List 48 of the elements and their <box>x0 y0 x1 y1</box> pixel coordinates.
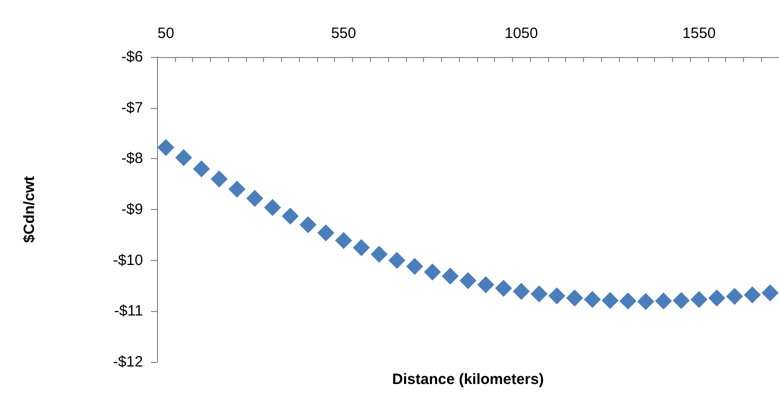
point <box>335 232 352 250</box>
point <box>175 149 192 166</box>
y-tick-label: -$6 <box>121 48 143 66</box>
point <box>282 208 299 225</box>
point <box>690 290 708 308</box>
y-tick-label: -$10 <box>112 252 143 269</box>
y-tick-label: -$7 <box>121 99 143 116</box>
point <box>388 252 406 269</box>
point <box>495 280 512 297</box>
point <box>406 258 424 275</box>
point <box>352 239 370 256</box>
point <box>300 216 317 234</box>
point <box>460 272 476 290</box>
x-tick-label: 1050 <box>504 25 538 42</box>
point <box>726 288 744 305</box>
point <box>744 286 761 304</box>
y-axis-title: $Cdn/cwt <box>21 176 38 243</box>
point <box>246 190 264 207</box>
point <box>619 292 636 310</box>
x-tick-label: 1550 <box>682 25 716 42</box>
x-tick-label: 550 <box>331 25 356 42</box>
point <box>654 292 672 310</box>
x-axis-title: Distance (kilometers) <box>392 371 544 388</box>
point <box>264 198 282 216</box>
point <box>637 293 654 310</box>
point <box>228 180 246 198</box>
point <box>424 264 441 281</box>
y-tick-label: -$11 <box>114 302 143 320</box>
point <box>548 287 566 304</box>
point <box>317 224 334 242</box>
point <box>442 268 459 285</box>
point <box>530 285 548 302</box>
point <box>762 284 779 302</box>
point <box>672 292 690 309</box>
point <box>708 289 726 306</box>
y-tick-label: -$9 <box>121 201 143 218</box>
point <box>512 282 530 300</box>
point <box>192 160 210 178</box>
y-tick-label: -$12 <box>112 354 143 370</box>
point <box>477 276 494 294</box>
point <box>157 138 174 156</box>
y-tick-label: -$8 <box>121 150 143 168</box>
x-tick-label: 50 <box>158 25 174 42</box>
point <box>210 170 228 188</box>
point <box>370 246 388 263</box>
point <box>566 289 584 306</box>
point <box>584 290 601 308</box>
point <box>602 292 619 309</box>
